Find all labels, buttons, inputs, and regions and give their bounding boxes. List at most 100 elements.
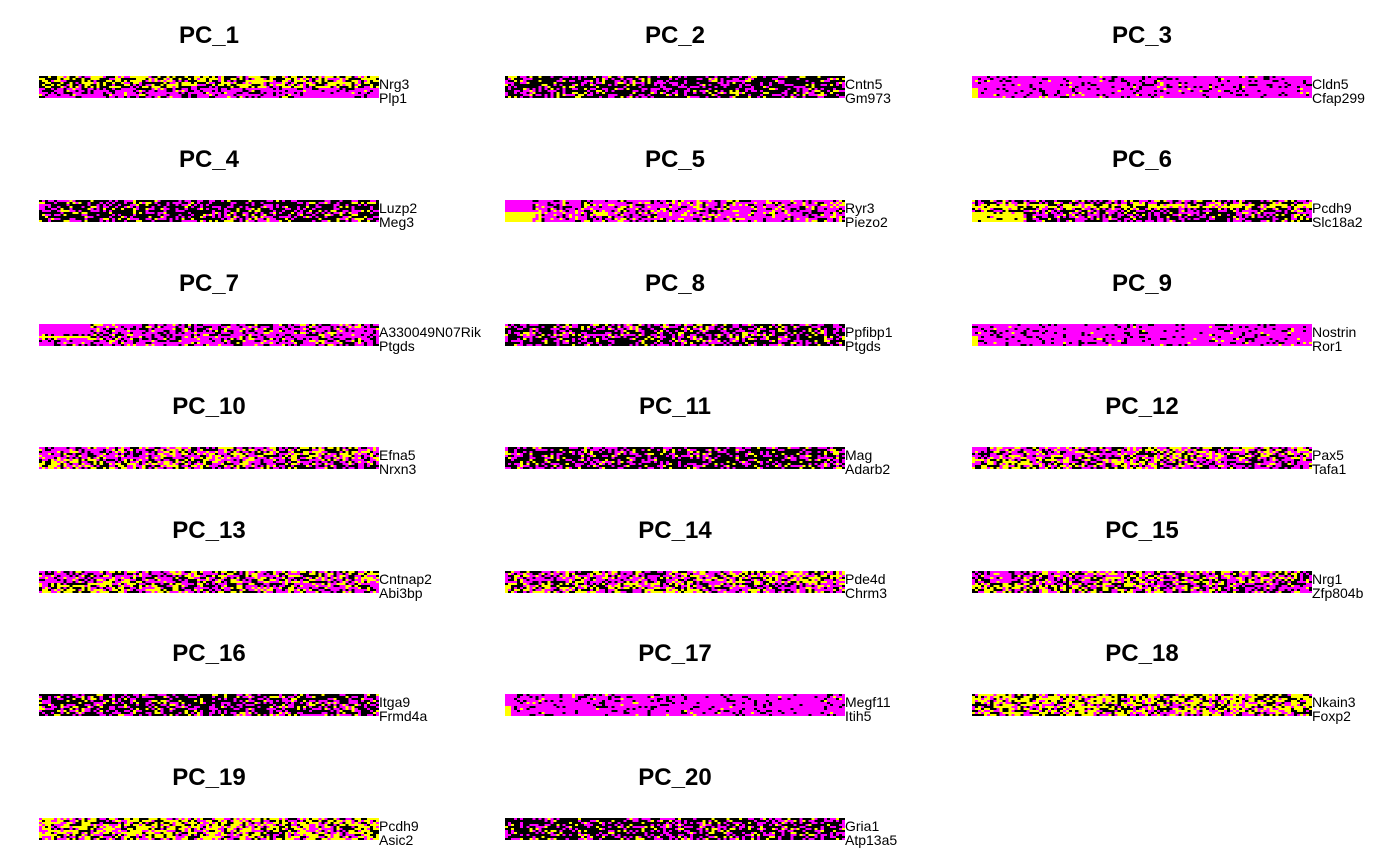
heatmap-cell: [1290, 88, 1295, 91]
heatmap-cell: [638, 76, 642, 79]
heatmap-cell: [1187, 96, 1191, 98]
heatmap-cell: [1302, 94, 1307, 97]
heatmap-cell: [1154, 96, 1158, 98]
heatmap-cell: [169, 218, 173, 221]
heatmap-cell: [142, 212, 146, 215]
heatmap-cell: [269, 76, 274, 79]
heatmap-cell: [1208, 92, 1213, 95]
heatmap-cell: [333, 90, 337, 93]
heatmap-cell: [366, 208, 371, 211]
heatmap-cell: [42, 80, 46, 83]
heatmap-cell: [324, 208, 328, 211]
heatmap-cell: [287, 202, 292, 205]
heatmap-cell: [154, 80, 158, 83]
heatmap-cell: [151, 92, 155, 95]
heatmap-cell: [1111, 90, 1115, 93]
heatmap-cell: [565, 78, 570, 81]
heatmap-cell: [705, 90, 709, 93]
heatmap-cell: [826, 94, 831, 97]
heatmap-cell: [1087, 94, 1091, 97]
heatmap-cell: [139, 202, 143, 205]
heatmap-cell: [1114, 96, 1119, 98]
heatmap-cell: [796, 90, 800, 93]
heatmap-cell: [1260, 76, 1264, 79]
heatmap-cell: [360, 202, 365, 205]
heatmap-cell: [596, 90, 600, 93]
heatmap-cell: [656, 92, 661, 95]
heatmap-cell: [114, 82, 119, 85]
heatmap-cell: [975, 92, 979, 95]
heatmap-cell: [75, 88, 79, 91]
heatmap-cell: [1233, 92, 1237, 95]
heatmap-cell: [1114, 90, 1119, 93]
heatmap-cell: [811, 78, 815, 81]
heatmap-cell: [984, 90, 988, 93]
heatmap-cell: [78, 210, 82, 213]
heatmap-cell: [39, 212, 43, 215]
heatmap-cell: [1257, 94, 1261, 97]
heatmap-cell: [251, 212, 255, 215]
heatmap-cell: [281, 216, 286, 219]
heatmap-cell: [1044, 82, 1049, 85]
heatmap-cell: [620, 94, 624, 97]
heatmap-cell: [723, 80, 727, 83]
heatmap-cell: [668, 86, 673, 89]
heatmap-cell: [1050, 78, 1055, 81]
heatmap-cell: [181, 92, 186, 95]
heatmap-cell: [372, 94, 377, 97]
heatmap-cell: [702, 76, 706, 79]
heatmap-cell: [196, 76, 201, 79]
heatmap-cell: [154, 200, 158, 203]
heatmap-cell: [345, 210, 349, 213]
heatmap-cell: [778, 78, 782, 81]
heatmap-cell: [668, 88, 673, 91]
heatmap-cell: [1005, 84, 1009, 87]
heatmap-cell: [239, 202, 243, 205]
heatmap-cell: [199, 80, 204, 83]
heatmap-cell: [1227, 86, 1231, 89]
heatmap-cell: [1111, 84, 1115, 87]
heatmap-cell: [1199, 92, 1204, 95]
heatmap-cell: [511, 80, 515, 83]
heatmap-cell: [336, 86, 340, 89]
heatmap-cell: [263, 82, 267, 85]
heatmap-cell: [130, 86, 134, 89]
heatmap-cell: [233, 80, 237, 83]
heatmap-cell: [684, 76, 688, 79]
heatmap-cell: [178, 212, 182, 215]
heatmap-cell: [696, 78, 700, 81]
heatmap-cell: [354, 206, 359, 209]
heatmap-cell: [160, 88, 164, 91]
heatmap-cell: [1060, 90, 1064, 93]
heatmap-cell: [124, 78, 128, 81]
heatmap-cell: [163, 202, 167, 205]
heatmap-cell: [300, 92, 304, 95]
heatmap-cell: [257, 202, 261, 205]
heatmap-cell: [199, 88, 204, 91]
heatmap-cell: [87, 90, 91, 93]
heatmap-cell: [81, 96, 85, 98]
heatmap-cell: [60, 94, 64, 97]
heatmap-cell: [1120, 96, 1125, 98]
heatmap-cell: [717, 96, 721, 98]
heatmap-cell: [1099, 86, 1103, 89]
heatmap-cell: [287, 220, 292, 222]
heatmap-cell: [763, 90, 767, 93]
heatmap-cell: [1135, 96, 1140, 98]
heatmap-cell: [644, 76, 648, 79]
heatmap-cell: [996, 88, 1000, 91]
heatmap-cell: [254, 208, 258, 211]
heatmap-cell: [290, 94, 295, 97]
heatmap-cell: [342, 202, 346, 205]
heatmap-cell: [1299, 86, 1304, 89]
heatmap-cell: [990, 76, 994, 79]
heatmap-cell: [324, 94, 328, 97]
heatmap-cell: [303, 202, 307, 205]
heatmap-cell: [193, 76, 198, 79]
heatmap-cell: [372, 218, 377, 221]
heatmap-cell: [184, 90, 189, 93]
heatmap-cell: [1126, 76, 1131, 79]
heatmap-cell: [841, 92, 845, 95]
heatmap-cell: [586, 76, 591, 79]
heatmap-cell: [790, 92, 794, 95]
